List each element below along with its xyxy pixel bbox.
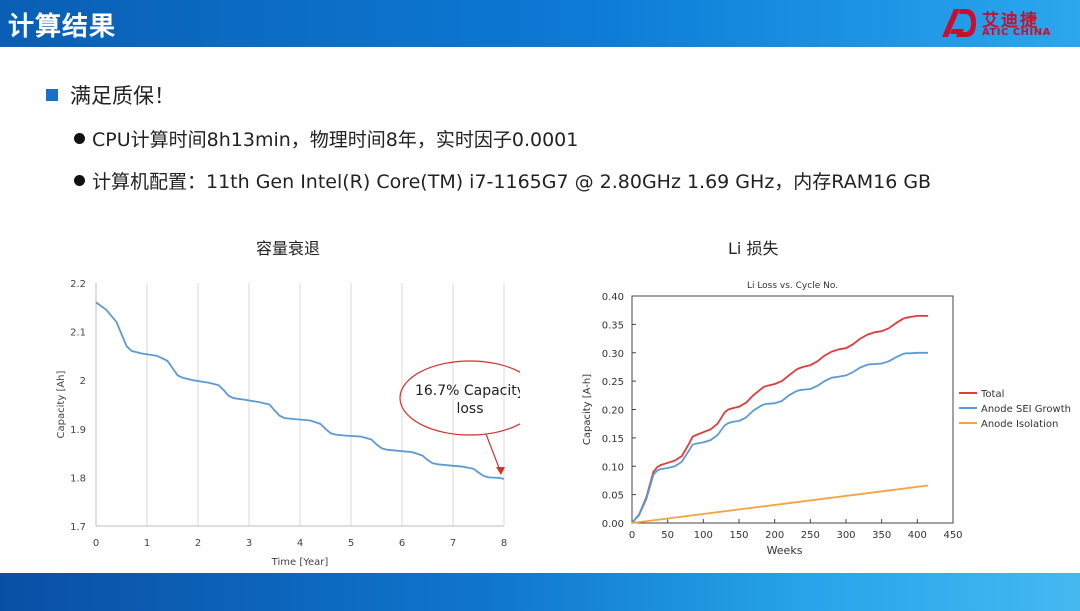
main-bullet-text: 满足质保！ [70, 84, 175, 108]
x-tick-label: 100 [694, 530, 713, 541]
annotation-text-line1: 16.7% Capacity [415, 383, 520, 399]
y-tick-labels: 0.00 0.05 0.10 0.15 0.20 0.25 0.30 0.35 0.40 [602, 292, 624, 530]
y-tick-label: 0.25 [602, 377, 624, 388]
legend-label: Total [980, 389, 1004, 400]
x-tick-labels: 0 1 2 3 4 5 6 7 8 [93, 538, 507, 549]
y-axis-label: Capacity [Ah] [56, 370, 67, 438]
x-tick-label: 200 [765, 530, 784, 541]
x-tick-label: 8 [501, 538, 507, 549]
capacity-series-line [95, 301, 505, 480]
y-tick-label: 0.00 [602, 519, 624, 530]
annotation-text-line2: loss [456, 401, 483, 417]
x-tick-label: 1 [144, 538, 150, 549]
round-bullet-icon [74, 133, 85, 144]
grid-lines [146, 283, 505, 526]
capacity-fade-chart: 0 1 2 3 4 5 6 7 8 1.7 1.8 1.9 2 2.1 2.2 Time [Year] C… [56, 279, 520, 568]
y-tick-label: 2.2 [70, 279, 86, 290]
x-tick-label: 350 [872, 530, 891, 541]
page-title: 计算结果 [8, 12, 117, 42]
sub-bullet-config: 计算机配置：11th Gen Intel(R) Core(TM) i7-1165… [74, 167, 931, 194]
logo-chinese-text: 艾迪捷 [982, 11, 1039, 31]
company-logo: 艾迪捷 ATIC CHINA [938, 3, 1078, 43]
annotation-arrow [485, 433, 502, 474]
y-tick-labels: 1.7 1.8 1.9 2 2.1 2.2 [70, 279, 86, 533]
logo-mark-icon [942, 9, 976, 37]
y-tick-label: 0.30 [602, 349, 624, 360]
left-chart-title: 容量衰退 [256, 239, 321, 258]
x-tick-label: 450 [943, 530, 962, 541]
x-tick-label: 6 [399, 538, 405, 549]
x-tick-label: 4 [297, 538, 303, 549]
logo-english-text: ATIC CHINA [982, 27, 1051, 38]
x-tick-label: 3 [246, 538, 252, 549]
y-tick-label: 0.15 [602, 434, 624, 445]
li-loss-chart: Li Loss vs. Cycle No. 0 50 100 150 200 250 300… [582, 281, 1071, 557]
y-tick-label: 1.7 [70, 522, 86, 533]
series-lines [631, 315, 929, 524]
sub-bullet-text: 计算机配置：11th Gen Intel(R) Core(TM) i7-1165… [92, 171, 932, 193]
y-tick-label: 0.05 [602, 491, 624, 502]
square-bullet-icon [46, 89, 58, 101]
legend: Total Anode SEI Growth Anode Isolation [959, 389, 1071, 430]
x-tick-label: 250 [801, 530, 820, 541]
series-line-total [631, 315, 928, 524]
annotation-callout: 16.7% Capacity loss [399, 360, 520, 475]
round-bullet-icon [74, 175, 85, 186]
axes [95, 283, 504, 527]
annotation-ellipse [399, 360, 520, 436]
legend-label: Anode Isolation [981, 419, 1058, 430]
x-tick-label: 300 [836, 530, 855, 541]
sub-bullet-text: CPU计算时间8h13min，物理时间8年，实时因子0.0001 [92, 129, 579, 151]
x-tick-labels: 0 50 100 150 200 250 300 350 400 450 [629, 530, 963, 541]
x-axis-label: Time [Year] [271, 557, 329, 568]
x-axis-label: Weeks [767, 544, 803, 557]
right-chart-title: Li 损失 [728, 239, 779, 258]
x-tick-label: 2 [195, 538, 201, 549]
arrow-head-icon [496, 467, 505, 475]
x-tick-label: 50 [661, 530, 674, 541]
x-tick-label: 5 [348, 538, 354, 549]
y-tick-label: 1.8 [70, 473, 86, 484]
x-tick-label: 400 [908, 530, 927, 541]
series-line-anode-isolation [631, 484, 929, 524]
y-tick-label: 2.1 [70, 328, 86, 339]
y-tick-label: 0.10 [602, 462, 624, 473]
y-tick-label: 2 [80, 376, 86, 387]
x-tick-label: 0 [93, 538, 99, 549]
y-tick-label: 0.35 [602, 320, 624, 331]
y-tick-label: 0.40 [602, 292, 624, 303]
y-tick-label: 1.9 [70, 425, 86, 436]
sub-bullet-cpu-time: CPU计算时间8h13min，物理时间8年，实时因子0.0001 [74, 125, 578, 152]
legend-label: Anode SEI Growth [981, 404, 1071, 415]
x-tick-label: 0 [629, 530, 635, 541]
footer-bar [0, 573, 1080, 611]
chart-title: Li Loss vs. Cycle No. [747, 281, 838, 291]
x-tick-label: 150 [729, 530, 748, 541]
x-tick-label: 7 [450, 538, 456, 549]
series-line-anode-sei-growth [631, 351, 928, 524]
series-lines [95, 301, 505, 480]
header-bar: 计算结果 艾迪捷 ATIC CHINA [0, 0, 1080, 47]
main-bullet: 满足质保！ [46, 80, 175, 110]
y-tick-label: 0.20 [602, 406, 624, 417]
y-axis-label: Capacity [A-h] [582, 374, 593, 445]
